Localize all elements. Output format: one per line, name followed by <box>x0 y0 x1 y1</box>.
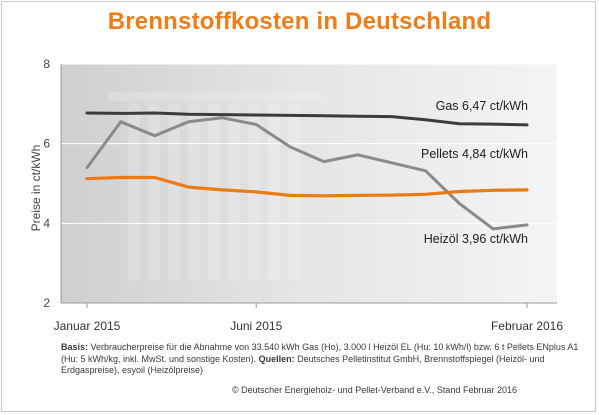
x-tick-label: Februar 2016 <box>491 319 563 333</box>
x-tick-label: Juni 2015 <box>230 319 282 333</box>
series-line-gas <box>85 111 529 127</box>
series-line-pellets <box>85 175 529 198</box>
plot-background <box>61 64 557 303</box>
y-axis-label: Preise in ct/kWh <box>29 145 43 232</box>
footnote-sources-text: Deutsches Pelletinstitut GmbH, Brennstof… <box>61 353 545 376</box>
x-tick-label: Januar 2015 <box>54 319 121 333</box>
footnote-sources-label: Quellen: <box>256 353 295 364</box>
y-tick-label: 4 <box>43 216 50 230</box>
y-tick-label: 6 <box>43 137 50 151</box>
footnote-basis-label: Basis: <box>61 342 89 352</box>
copyright-notice: © Deutscher Energieholz- und Pellet-Verb… <box>232 385 517 395</box>
line-chart: 2 4 6 8 Preise in ct/kWh Januar 2015 Juni 2015… <box>29 57 563 333</box>
y-tick-label: 8 <box>43 57 50 71</box>
y-tick-label: 2 <box>43 296 50 310</box>
series-label-gas: Gas 6,47 ct/kWh <box>436 99 528 113</box>
series-label-heizoel: Heizöl 3,96 ct/kWh <box>424 232 528 246</box>
footnote: Basis: Verbraucherpreise für die Abnahme… <box>61 342 581 377</box>
series-label-pellets: Pellets 4,84 ct/kWh <box>421 147 528 161</box>
series-line-heizoel <box>85 116 529 231</box>
chart-title: Brennstoffkosten in Deutschland <box>107 8 492 35</box>
footnote-basis-text: Verbraucherpreise für die Abnahme von 33… <box>61 342 579 364</box>
